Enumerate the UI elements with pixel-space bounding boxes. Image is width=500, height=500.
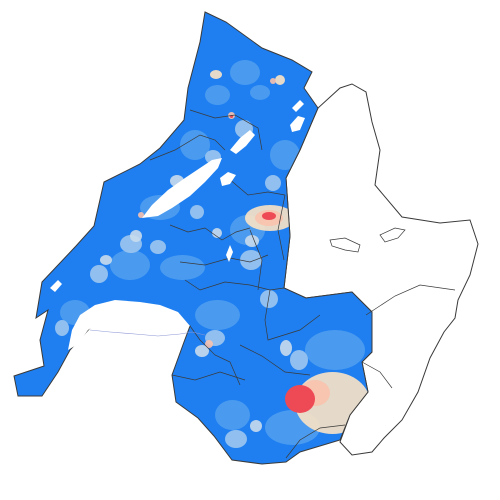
light-value-patch bbox=[265, 175, 281, 191]
lake-joux bbox=[50, 280, 62, 292]
lake-small bbox=[292, 100, 304, 112]
rhone-river bbox=[89, 329, 206, 337]
mid-value-patch bbox=[270, 140, 300, 170]
pale-value-patch bbox=[245, 235, 259, 247]
peach-value-patch bbox=[270, 78, 276, 84]
lake-neuchatel bbox=[142, 158, 222, 218]
lakes bbox=[50, 100, 406, 350]
pale-value-patch bbox=[250, 420, 262, 432]
red-value-patch bbox=[285, 385, 315, 413]
light-value-patch bbox=[290, 350, 308, 370]
light-value-patch bbox=[90, 265, 108, 283]
lake-gruyere bbox=[226, 245, 233, 262]
district-borders bbox=[149, 109, 456, 459]
lake-bienne bbox=[230, 130, 255, 154]
pale-value-patch bbox=[195, 345, 209, 357]
lake-morat bbox=[220, 172, 236, 186]
cream-value-patch bbox=[275, 75, 285, 85]
light-value-patch bbox=[225, 430, 247, 448]
light-value-patch bbox=[190, 205, 204, 219]
light-value-patch bbox=[260, 290, 278, 308]
peach-value-patch bbox=[138, 212, 144, 218]
lake-baldegg bbox=[290, 116, 305, 132]
mid-value-patch bbox=[230, 60, 260, 85]
lake-leman bbox=[68, 300, 190, 350]
mid-value-patch bbox=[110, 250, 150, 280]
west-region-outline bbox=[13, 11, 373, 465]
mid-value-patch bbox=[215, 400, 250, 430]
mid-value-patch bbox=[160, 255, 205, 280]
mid-value-patch bbox=[180, 130, 210, 160]
pale-value-patch bbox=[100, 255, 112, 265]
pale-value-patch bbox=[212, 228, 222, 238]
lake-thun bbox=[329, 237, 361, 253]
light-value-patch bbox=[240, 250, 262, 270]
mid-value-patch bbox=[205, 85, 230, 105]
light-value-patch bbox=[150, 240, 166, 254]
mid-value-patch bbox=[195, 300, 240, 330]
light-value-patch bbox=[55, 320, 69, 336]
mid-value-patch bbox=[305, 330, 365, 370]
red-value-patch bbox=[262, 212, 276, 220]
mid-value-patch bbox=[250, 85, 270, 100]
lake-brienz bbox=[379, 227, 406, 243]
pale-value-patch bbox=[130, 230, 142, 242]
cream-value-patch bbox=[210, 70, 222, 79]
pale-value-patch bbox=[280, 340, 292, 356]
peach-value-patch bbox=[205, 340, 213, 348]
